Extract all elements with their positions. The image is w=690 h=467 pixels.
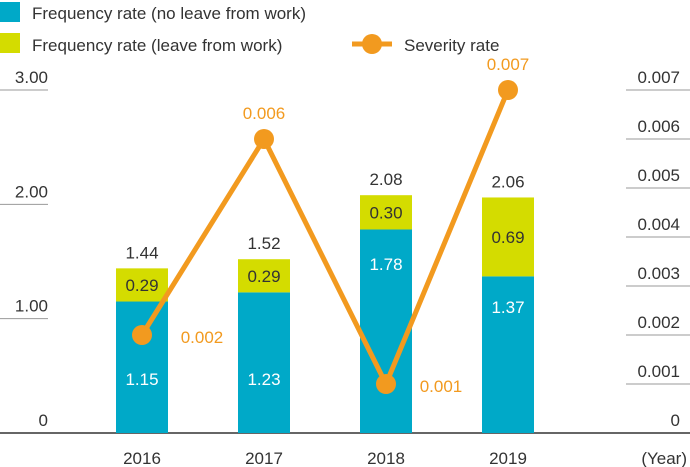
bar-leave xyxy=(360,195,412,230)
bar-no-leave-label: 1.78 xyxy=(369,255,402,274)
legend-marker-severity xyxy=(362,34,382,54)
x-tick-label: 2016 xyxy=(123,449,161,467)
bar-no-leave-label: 1.23 xyxy=(247,370,280,389)
legend-swatch-leave xyxy=(0,33,20,53)
x-tick-label: 2018 xyxy=(367,449,405,467)
severity-data-label: 0.001 xyxy=(420,377,463,396)
bar-no-leave-label: 1.37 xyxy=(491,298,524,317)
x-tick-label: 2019 xyxy=(489,449,527,467)
x-unit-label: (Year) xyxy=(641,449,687,467)
bar-leave-label: 0.69 xyxy=(491,228,524,247)
y-right-tick-label: 0.006 xyxy=(637,117,680,136)
bar-total-label: 1.52 xyxy=(247,234,280,253)
severity-marker xyxy=(376,374,396,394)
severity-marker xyxy=(132,325,152,345)
bar-leave-label: 0.29 xyxy=(247,267,280,286)
y-right-tick-label: 0.005 xyxy=(637,166,680,185)
severity-line-path xyxy=(139,89,511,387)
x-tick-label: 2017 xyxy=(245,449,283,467)
severity-marker xyxy=(498,80,518,100)
y-right-tick-label: 0.007 xyxy=(637,68,680,87)
bars: 1.15 0.29 1.44 1.23 0.29 1.52 1.78 0.30 2.08 1.37… xyxy=(116,170,534,433)
legend-label-no-leave: Frequency rate (no leave from work) xyxy=(32,4,306,23)
y-right-tick-label: 0.002 xyxy=(637,313,680,332)
y-left-tick-label: 2.00 xyxy=(15,182,48,201)
bar-no-leave xyxy=(482,276,534,433)
y-left-tick-label: 0 xyxy=(39,411,48,430)
bar-leave-label: 0.29 xyxy=(125,276,158,295)
bar-no-leave xyxy=(238,292,290,433)
legend: Frequency rate (no leave from work) Freq… xyxy=(0,2,499,55)
severity-marker xyxy=(254,129,274,149)
bar-leave xyxy=(116,268,168,302)
bar-no-leave-label: 1.15 xyxy=(125,370,158,389)
bar-total-label: 2.06 xyxy=(491,172,524,191)
bar-no-leave xyxy=(360,229,412,433)
legend-swatch-no-leave xyxy=(0,2,20,22)
severity-line: 0.002 0.006 0.001 0.007 xyxy=(132,55,529,396)
y-right-tick-label: 0.001 xyxy=(637,362,680,381)
bar-leave xyxy=(482,197,534,277)
bar-no-leave xyxy=(116,301,168,433)
bar-total-label: 1.44 xyxy=(125,243,158,262)
y-left-tick-label: 3.00 xyxy=(15,68,48,87)
y-left-tick-label: 1.00 xyxy=(15,297,48,316)
y-right-tick-label: 0.003 xyxy=(637,264,680,283)
severity-data-label: 0.007 xyxy=(487,55,530,74)
legend-label-leave: Frequency rate (leave from work) xyxy=(32,36,282,55)
axes: 0 1.00 2.00 3.00 0 0.001 0.002 0.003 0.004 0.005 0… xyxy=(0,68,690,467)
severity-data-label: 0.006 xyxy=(243,104,286,123)
bar-total-label: 2.08 xyxy=(369,170,402,189)
bar-leave-label: 0.30 xyxy=(369,203,402,222)
legend-label-severity: Severity rate xyxy=(404,36,499,55)
y-right-tick-label: 0 xyxy=(671,411,680,430)
bar-leave xyxy=(238,259,290,293)
y-right-tick-label: 0.004 xyxy=(637,215,680,234)
severity-data-label: 0.002 xyxy=(181,328,224,347)
